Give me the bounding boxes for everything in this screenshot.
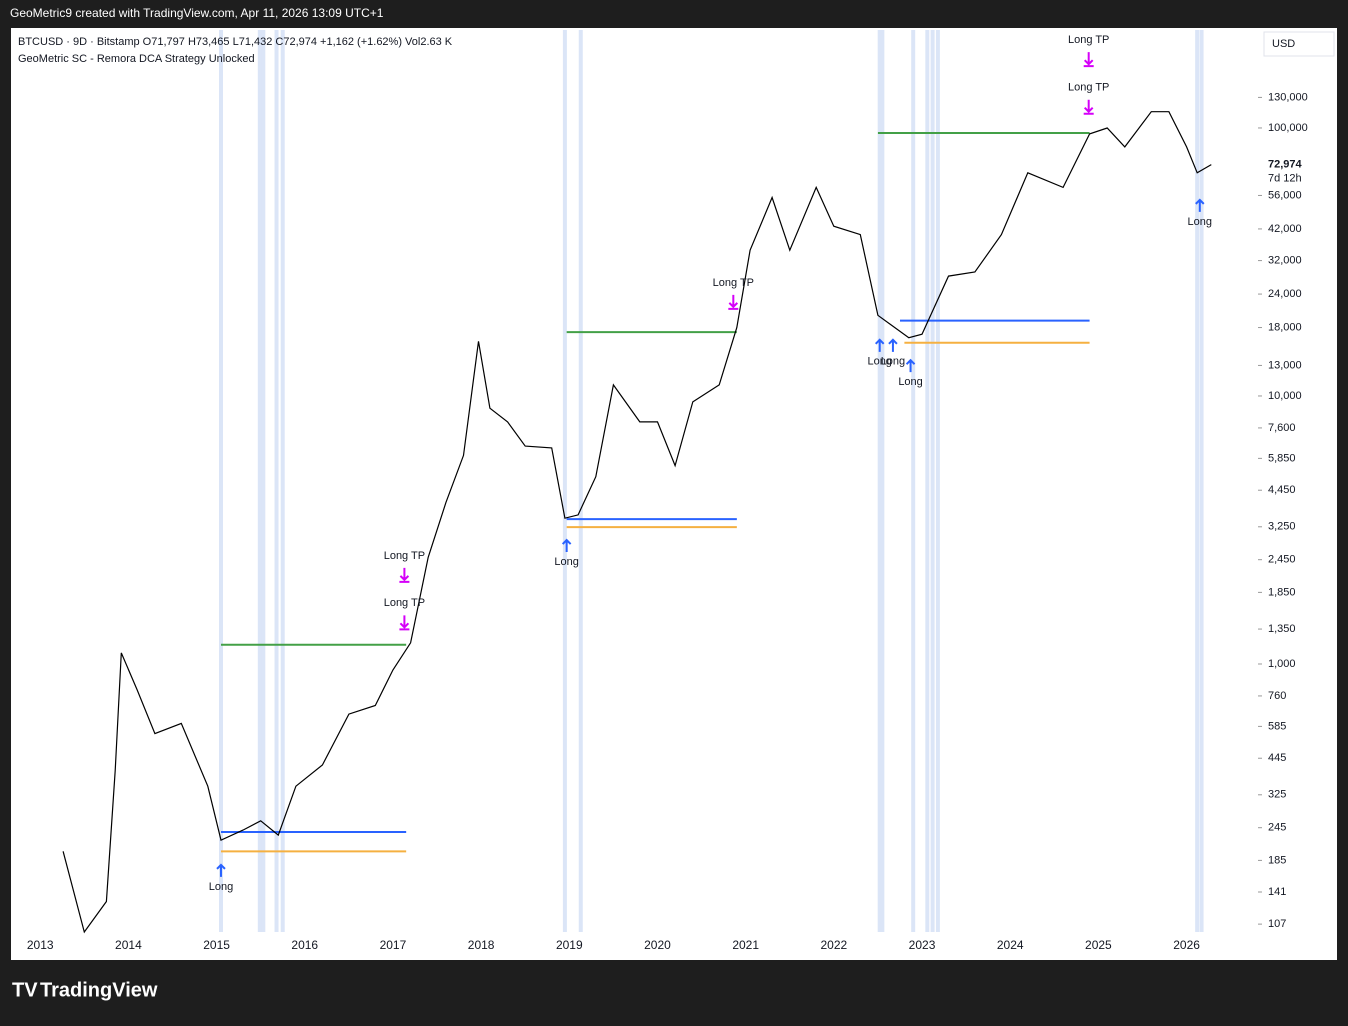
highlight-band: [274, 30, 279, 932]
x-tick-label: 2026: [1173, 938, 1200, 952]
signal-arrow: [1083, 99, 1094, 115]
signal-arrow: [216, 863, 226, 877]
y-tick-label: 2,450: [1268, 554, 1296, 566]
highlight-band: [935, 30, 940, 932]
y-tick-label: 5,850: [1268, 452, 1296, 464]
highlight-band: [911, 30, 916, 932]
last-price: 72,974: [1268, 159, 1303, 171]
countdown: 7d 12h: [1268, 173, 1302, 185]
signal-arrow: [874, 338, 885, 352]
signal-label: Long: [867, 356, 891, 368]
chart-subtitle: GeoMetric SC - Remora DCA Strategy Unloc…: [18, 53, 255, 65]
x-tick-label: 2015: [203, 938, 230, 952]
signal-label: Long: [1188, 216, 1212, 228]
highlight-band: [280, 30, 285, 932]
y-tick-label: 18,000: [1268, 321, 1302, 333]
signal-arrow: [399, 567, 410, 583]
y-tick-label: 100,000: [1268, 122, 1308, 134]
y-tick-label: 24,000: [1268, 288, 1302, 300]
y-tick-label: 325: [1268, 789, 1286, 801]
highlight-band: [218, 30, 223, 932]
signal-label: Long TP: [1068, 34, 1109, 46]
y-tick-label: 1,850: [1268, 586, 1296, 598]
highlight-band: [930, 30, 935, 932]
y-tick-label: 245: [1268, 822, 1286, 834]
signal-arrow: [399, 615, 410, 631]
highlight-band: [261, 30, 266, 932]
signal-label: Long: [898, 376, 922, 388]
signal-arrow: [905, 358, 916, 373]
highlight-band: [880, 30, 885, 932]
x-tick-label: 2013: [27, 938, 54, 952]
signal-label: Long: [209, 881, 233, 893]
highlight-band: [925, 30, 930, 932]
chart-title: BTCUSD · 9D · Bitstamp O71,797 H73,465 L…: [18, 36, 453, 48]
y-tick-label: 42,000: [1268, 223, 1302, 235]
y-tick-label: 7,600: [1268, 422, 1296, 434]
signal-label: Long TP: [713, 277, 754, 289]
y-tick-label: 585: [1268, 720, 1286, 732]
x-tick-label: 2014: [115, 938, 142, 952]
plot: 2013 2014 2015 2016 2017 2018 2019 2020 2021 2022…: [27, 30, 1308, 952]
y-tick-label: 130,000: [1268, 91, 1308, 103]
y-tick-label: 13,000: [1268, 359, 1302, 371]
highlight-band: [1199, 30, 1204, 932]
x-tick-label: 2025: [1085, 938, 1112, 952]
chart-area: [11, 28, 1337, 960]
logo: TV: [12, 979, 38, 1001]
x-tick-label: 2022: [820, 938, 847, 952]
x-tick-label: 2018: [468, 938, 495, 952]
signal-label: Long: [554, 556, 578, 568]
highlight-band: [578, 30, 583, 932]
y-tick-label: 185: [1268, 854, 1286, 866]
y-tick-label: 10,000: [1268, 390, 1302, 402]
currency-box[interactable]: [1263, 31, 1335, 57]
signal-arrow: [1083, 52, 1094, 68]
x-tick-label: 2020: [644, 938, 671, 952]
highlight-band: [877, 30, 882, 932]
y-tick-label: 3,250: [1268, 521, 1296, 533]
y-tick-label: 56,000: [1268, 189, 1302, 201]
y-tick-label: 107: [1268, 918, 1286, 930]
highlight-band: [562, 30, 567, 932]
y-tick-label: 760: [1268, 690, 1286, 702]
signal-arrow: [1195, 198, 1205, 212]
signal-label: Long TP: [384, 597, 425, 609]
signal-arrow: [561, 538, 572, 553]
price-line: [62, 111, 1212, 934]
credit: GeoMetric9 created with TradingView.com,…: [10, 6, 384, 20]
x-tick-label: 2019: [556, 938, 583, 952]
signal-label: Long TP: [1068, 82, 1109, 94]
highlight-band: [1195, 30, 1200, 932]
y-tick-label: 445: [1268, 752, 1286, 764]
x-tick-label: 2017: [380, 938, 407, 952]
x-tick-label: 2016: [291, 938, 318, 952]
x-tick-label: 2024: [997, 938, 1024, 952]
signal-label: Long TP: [384, 550, 425, 562]
signal-arrow: [728, 294, 739, 310]
brand: TradingView: [40, 979, 158, 1001]
x-tick-label: 2023: [909, 938, 936, 952]
y-tick-label: 1,000: [1268, 658, 1296, 670]
x-tick-label: 2021: [732, 938, 759, 952]
y-tick-label: 4,450: [1268, 484, 1296, 496]
signal-label: Long: [881, 356, 905, 368]
y-tick-label: 32,000: [1268, 254, 1302, 266]
y-tick-label: 1,350: [1268, 623, 1296, 635]
highlight-band: [257, 30, 262, 932]
y-tick-label: 141: [1268, 886, 1286, 898]
signal-arrow: [888, 338, 898, 352]
y-axis-label: USD: [1272, 38, 1295, 50]
